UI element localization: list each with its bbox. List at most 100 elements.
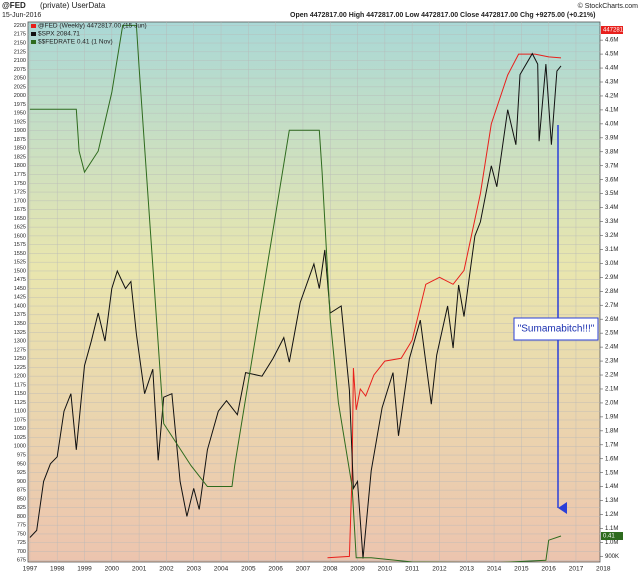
y2-tick-label: 4.2M [605,94,618,100]
y2-tick-label: 2.5M [605,331,618,337]
y2-tick-label: 3.8M [605,149,618,155]
series-layer [29,24,562,562]
y2-tick-label: 2.6M [605,317,618,323]
y-tick-label: 2150 [14,40,26,46]
x-tick-label: 2009 [350,566,365,573]
y2-tick-label: 1.2M [605,512,618,518]
y-tick-label: 1975 [14,102,26,108]
y2-tick-label: 2.1M [605,387,618,393]
x-tick-label: 2000 [105,566,120,573]
y-tick-label: 2200 [14,23,26,29]
y-tick-label: 850 [17,496,26,502]
y-tick-label: 1775 [14,172,26,178]
y-tick-label: 725 [17,540,26,546]
y-tick-label: 1525 [14,260,26,266]
legend-swatch [31,32,36,36]
y-tick-label: 675 [17,558,26,564]
y2-tick-label: 3.3M [605,219,618,225]
x-tick-label: 2011 [405,566,419,573]
y-tick-label: 1750 [14,181,26,187]
legend-swatch [31,40,36,44]
y-tick-label: 1650 [14,216,26,222]
plot-area [27,21,601,563]
y2-tick-label: 1.1M [605,526,618,532]
legend-swatch [31,24,36,28]
y-tick-label: 2075 [14,67,26,73]
y-tick-label: 2025 [14,84,26,90]
annotation-box [513,317,599,341]
x-tick-label: 2015 [514,566,529,573]
x-tick-label: 2001 [132,566,147,573]
y2-tick-label: 1.7M [605,442,618,448]
y-tick-label: 1900 [14,128,26,134]
y-tick-label: 1875 [14,137,26,143]
y-tick-label: 1950 [14,111,26,117]
title: @FED [2,1,26,10]
y2-tick-label: 1.6M [605,456,618,462]
x-tick-label: 2010 [378,566,393,573]
y-tick-label: 1375 [14,312,26,318]
y2-tick-label: 2.8M [605,289,618,295]
x-tick-label: 2005 [241,566,256,573]
y-tick-label: 1825 [14,154,26,160]
y-tick-label: 2175 [14,32,26,38]
y-tick-label: 1850 [14,146,26,152]
y2-tick-label: 4.5M [605,52,618,58]
y2-tick-label: 3.5M [605,191,618,197]
y-tick-label: 1400 [14,303,26,309]
y-tick-label: 1350 [14,321,26,327]
x-tick-label: 2012 [432,566,447,573]
y-tick-label: 950 [17,461,26,467]
legend-label: $SPX 2084.71 [38,31,80,38]
y-tick-label: 1800 [14,163,26,169]
y-tick-label: 1050 [14,426,26,432]
y-tick-label: 1450 [14,286,26,292]
y-tick-label: 1575 [14,242,26,248]
y-tick-label: 1150 [14,391,26,397]
y2-tick-label: 4.3M [605,80,618,86]
y-tick-label: 1125 [14,400,26,406]
quote: Open 4472817.00 High 4472817.00 Low 4472… [290,12,595,19]
y-tick-label: 1025 [14,435,26,441]
y-tick-label: 1275 [14,347,26,353]
y-tick-label: 1075 [14,417,26,423]
y-tick-label: 2000 [14,93,26,99]
y-tick-label: 975 [17,453,26,459]
y-tick-label: 875 [17,488,26,494]
x-tick-label: 2013 [460,566,475,573]
x-tick-label: 2007 [296,566,311,573]
y-tick-label: 1225 [14,365,26,371]
y-tick-label: 2100 [14,58,26,64]
y2-tick-label: 2.7M [605,303,618,309]
y-tick-label: 775 [17,523,26,529]
y2-tick-label: 2.0M [605,401,618,407]
y2-tick-label: 3.6M [605,177,618,183]
subtitle: (private) UserData [40,1,106,10]
y-tick-label: 1100 [14,409,26,415]
y-tick-label: 1475 [14,277,26,283]
x-tick-label: 2008 [323,566,338,573]
x-tick-label: 2017 [569,566,584,573]
y2-tick-label: 3.9M [605,135,618,141]
y-tick-label: 750 [17,531,26,537]
y-tick-label: 1625 [14,225,26,231]
last-value-label: 0.41 [603,534,615,540]
y2-tick-label: 3.1M [605,247,618,253]
last-value-box [601,26,623,34]
x-tick-label: 1997 [23,566,38,573]
y2-tick-label: 3.0M [605,261,618,267]
y-tick-label: 825 [17,505,26,511]
x-tick-label: 2004 [214,566,229,573]
y2-tick-label: 2.4M [605,345,618,351]
y-tick-label: 1600 [14,233,26,239]
y-tick-label: 700 [17,549,26,555]
y-tick-label: 1675 [14,207,26,213]
y-tick-label: 1925 [14,119,26,125]
y-tick-label: 1200 [14,374,26,380]
x-tick-label: 1999 [77,566,92,573]
y2-tick-label: 1.3M [605,498,618,504]
series-line [29,24,562,562]
y-tick-label: 1425 [14,295,26,301]
annotation: "Sumamabitch!!!" [518,324,595,335]
y2-tick-label: 1.0M [605,540,618,546]
